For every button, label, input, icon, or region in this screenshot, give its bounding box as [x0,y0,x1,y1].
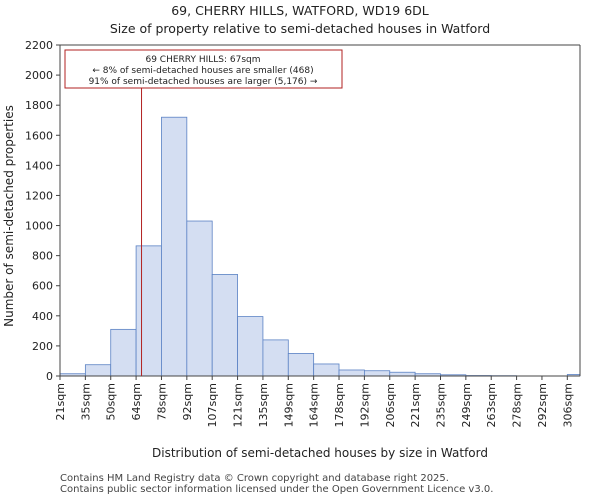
y-tick-label: 1600 [25,129,53,142]
x-axis-label: Distribution of semi-detached houses by … [152,446,488,460]
x-tick-label: 306sqm [561,383,574,427]
bar-149sqm [287,353,315,377]
x-tick-label: 206sqm [384,383,397,427]
annotation-line-1: 69 CHERRY HILLS: 67sqm [145,55,260,65]
annotation-line-2: ← 8% of semi-detached houses are smaller… [92,66,313,76]
x-tick-label: 278sqm [511,383,524,427]
x-ticks-group: 21sqm 35sqm 50sqm 64sqm 78sqm 92sqm 107sqm 121s… [54,376,574,427]
x-tick-label: 92sqm [181,383,194,420]
bars-group [59,116,581,377]
annotation-line-3: 91% of semi-detached houses are larger (… [89,77,318,87]
y-tick-label: 800 [32,250,53,263]
bar-64sqm [135,245,162,377]
bar-35sqm [84,364,112,377]
bar-121sqm [237,316,264,377]
x-tick-label: 78sqm [155,383,168,420]
x-tick-label: 192sqm [358,383,371,427]
x-tick-label: 235sqm [434,383,447,427]
x-tick-label: 121sqm [232,383,245,427]
footer-licence: Contains public sector information licen… [60,484,494,495]
x-tick-label: 135sqm [257,383,270,427]
x-tick-label: 149sqm [282,383,295,427]
x-tick-label: 164sqm [308,383,321,427]
y-tick-label: 600 [32,280,53,293]
footer-copyright: Contains HM Land Registry data © Crown c… [60,473,449,484]
x-tick-label: 221sqm [409,383,422,427]
x-tick-label: 50sqm [105,383,118,420]
y-tick-label: 2000 [25,69,53,82]
y-ticks-group: 0 200 400 600 800 1000 1200 1400 1600 1800 2000 220… [25,39,60,383]
y-tick-label: 2200 [25,39,53,52]
bar-164sqm [313,363,340,377]
chart-title: Size of property relative to semi-detach… [109,21,491,36]
bar-50sqm [110,328,137,377]
bar-135sqm [262,339,289,377]
x-tick-label: 64sqm [130,383,143,420]
y-tick-label: 1200 [25,189,53,202]
bar-192sqm [363,370,391,377]
bar-206sqm [389,371,416,377]
y-tick-label: 1800 [25,99,53,112]
y-axis-label: Number of semi-detached properties [2,105,16,327]
annotation-box [64,49,343,89]
bar-78sqm [161,116,188,377]
bar-92sqm [186,220,213,377]
y-tick-label: 400 [32,310,53,323]
y-tick-label: 200 [32,340,53,353]
x-tick-label: 263sqm [485,383,498,427]
y-tick-label: 1000 [25,220,53,233]
x-tick-label: 35sqm [79,383,92,420]
x-tick-label: 249sqm [460,383,473,427]
chart-title-address: 69, CHERRY HILLS, WATFORD, WD19 6DL [171,3,429,18]
y-tick-label: 0 [46,370,53,383]
x-tick-label: 21sqm [54,383,67,420]
y-tick-label: 1400 [25,159,53,172]
x-tick-label: 107sqm [206,383,219,427]
x-tick-label: 178sqm [333,383,346,427]
x-tick-label: 292sqm [536,383,549,427]
bar-107sqm [211,274,238,377]
bar-178sqm [338,369,365,377]
